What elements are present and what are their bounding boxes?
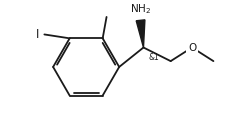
- Polygon shape: [136, 20, 144, 47]
- Text: &1: &1: [148, 53, 158, 62]
- Text: NH$_2$: NH$_2$: [130, 3, 150, 16]
- Text: O: O: [187, 43, 196, 53]
- Text: I: I: [36, 28, 39, 41]
